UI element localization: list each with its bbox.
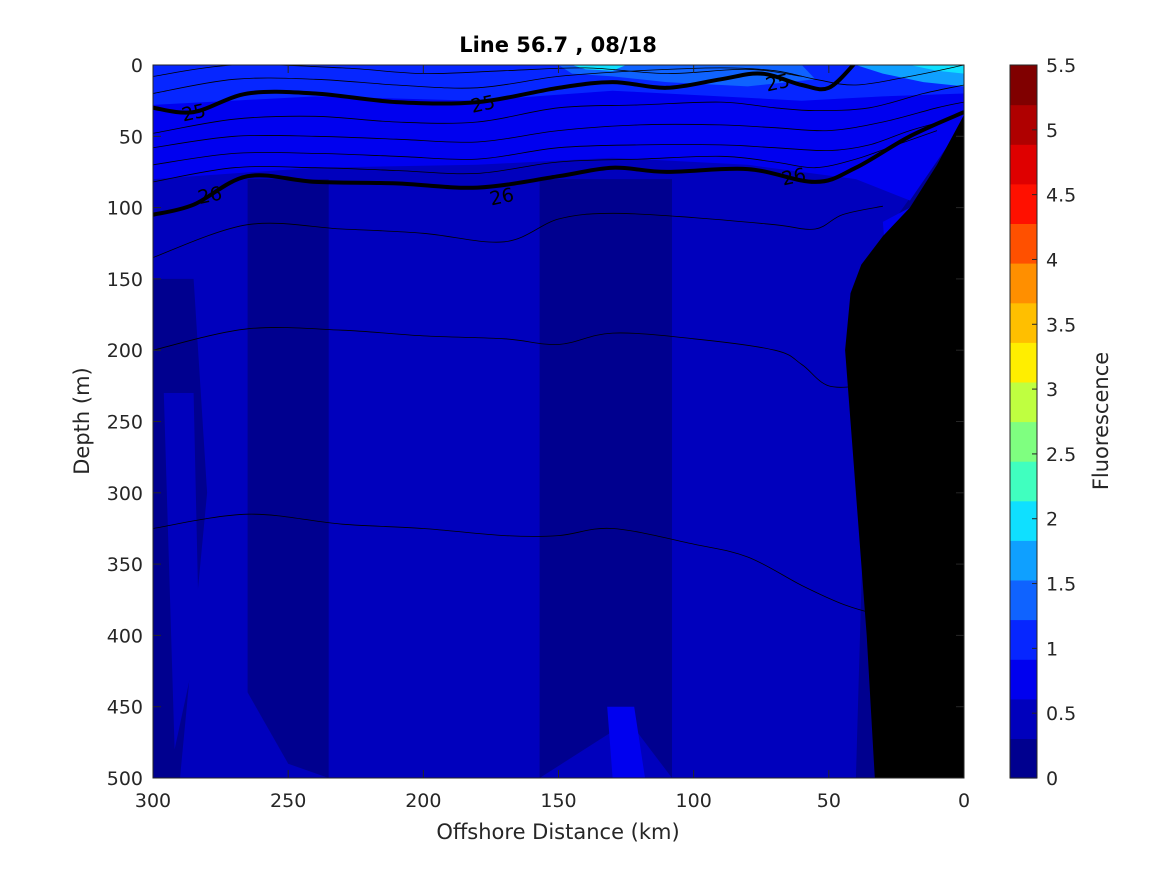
- colorbar-level-7: [1010, 461, 1037, 502]
- isopycnal-line-5: [153, 65, 802, 77]
- colorbar-level-15: [1010, 144, 1037, 185]
- x-tick-label-2: 200: [405, 790, 441, 812]
- x-axis-title: Offshore Distance (km): [436, 820, 679, 844]
- y-tick-label-0: 0: [131, 55, 143, 77]
- colorbar: 0 0.5 1 1.5 2 2.5 3 3.5 4 4.5 5 5.5: [1009, 55, 1076, 790]
- x-tick-label-4: 100: [676, 790, 712, 812]
- contour-label-2: 25: [764, 70, 792, 97]
- y-tick-label-4: 200: [107, 340, 143, 362]
- colorbar-tick-label-7: 3.5: [1046, 314, 1076, 336]
- colorbar-tick-label-10: 5: [1046, 120, 1058, 142]
- colorbar-tick-label-11: 5.5: [1046, 55, 1076, 77]
- y-axis: 0 50 100 150 200 250 300 350 400 450 500: [107, 55, 964, 790]
- colorbar-frame: [1009, 64, 1038, 779]
- x-tick-label-6: 0: [958, 790, 970, 812]
- y-tick-label-5: 250: [107, 412, 143, 434]
- fluorescence-patch-7: [909, 65, 964, 74]
- colorbar-level-14: [1010, 183, 1037, 224]
- y-tick-label-6: 300: [107, 483, 143, 505]
- isopycnal-line-10: [153, 130, 938, 183]
- colorbar-level-17: [1010, 65, 1037, 106]
- y-tick-label-3: 150: [107, 269, 143, 291]
- colorbar-tick-label-2: 1: [1046, 638, 1058, 660]
- fluorescence-patch-14: [163, 393, 199, 750]
- colorbar-tick-label-8: 4: [1046, 249, 1058, 271]
- isopycnal-line-4: [153, 513, 875, 615]
- isopycnal-line-7: [153, 84, 964, 134]
- x-axis: 300 250 200 150 100 50 0: [135, 65, 970, 812]
- fluorescence-patch-13: [607, 706, 645, 778]
- contour-labels: 25 25 25 26 26 26: [180, 70, 808, 211]
- colorbar-level-16: [1010, 104, 1037, 145]
- isopycnal-line-8: [153, 101, 964, 149]
- isopycnal-26-line: [153, 110, 964, 217]
- y-tick-label-2: 100: [107, 198, 143, 220]
- colorbar-title: Fluorescence: [1089, 352, 1113, 490]
- colorbar-tick-label-1: 0.5: [1046, 703, 1076, 725]
- contour-label-4: 26: [488, 184, 516, 211]
- x-tick-label-3: 150: [540, 790, 576, 812]
- colorbar-tick-label-3: 1.5: [1046, 574, 1076, 596]
- fluorescence-patch-9: [247, 179, 329, 778]
- x-tick-label-1: 250: [270, 790, 306, 812]
- colorbar-level-3: [1010, 619, 1037, 660]
- fluorescence-patch-10: [539, 179, 672, 778]
- colorbar-tick-label-0: 0: [1046, 768, 1058, 790]
- contour-label-0: 25: [180, 100, 208, 127]
- colorbar-level-9: [1010, 381, 1037, 423]
- fluorescence-field: [153, 65, 964, 778]
- colorbar-level-10: [1010, 342, 1037, 383]
- y-tick-label-8: 400: [107, 625, 143, 647]
- colorbar-level-11: [1010, 302, 1037, 343]
- colorbar-level-4: [1010, 579, 1037, 621]
- colorbar-level-13: [1010, 223, 1037, 264]
- colorbar-tick-label-4: 2: [1046, 509, 1058, 531]
- bathymetry: [845, 114, 964, 778]
- isopycnal-line-6: [153, 65, 964, 94]
- colorbar-level-6: [1010, 500, 1037, 541]
- isopycnal-contours: [153, 65, 964, 615]
- colorbar-tick-label-5: 2.5: [1046, 444, 1076, 466]
- colorbar-level-2: [1010, 659, 1037, 700]
- colorbar-level-8: [1010, 421, 1037, 462]
- seafloor-bathymetry: [845, 114, 964, 778]
- x-tick-label-5: 50: [817, 790, 841, 812]
- isopycnal-line-3: [153, 327, 897, 391]
- y-tick-label-1: 50: [119, 126, 143, 148]
- colorbar-level-12: [1010, 263, 1037, 304]
- y-axis-title: Depth (m): [70, 367, 94, 474]
- colorbar-tick-label-9: 4.5: [1046, 185, 1076, 207]
- colorbar-level-5: [1010, 540, 1037, 581]
- y-tick-label-9: 450: [107, 697, 143, 719]
- contour-label-3: 26: [196, 183, 224, 210]
- y-tick-label-7: 350: [107, 554, 143, 576]
- colorbar-level-1: [1010, 698, 1037, 739]
- colorbar-tick-label-6: 3: [1046, 379, 1058, 401]
- contour-label-5: 26: [780, 164, 808, 191]
- isopycnal-line-9: [153, 118, 951, 166]
- chart-title: Line 56.7 , 08/18: [459, 33, 657, 57]
- isopycnal-25-line: [153, 65, 856, 115]
- plot-area: [153, 65, 964, 778]
- contour-label-1: 25: [469, 91, 497, 118]
- colorbar-level-0: [1010, 738, 1037, 779]
- y-tick-label-10: 500: [107, 768, 143, 790]
- x-tick-label-0: 300: [135, 790, 171, 812]
- isopycnal-line-2: [153, 205, 883, 258]
